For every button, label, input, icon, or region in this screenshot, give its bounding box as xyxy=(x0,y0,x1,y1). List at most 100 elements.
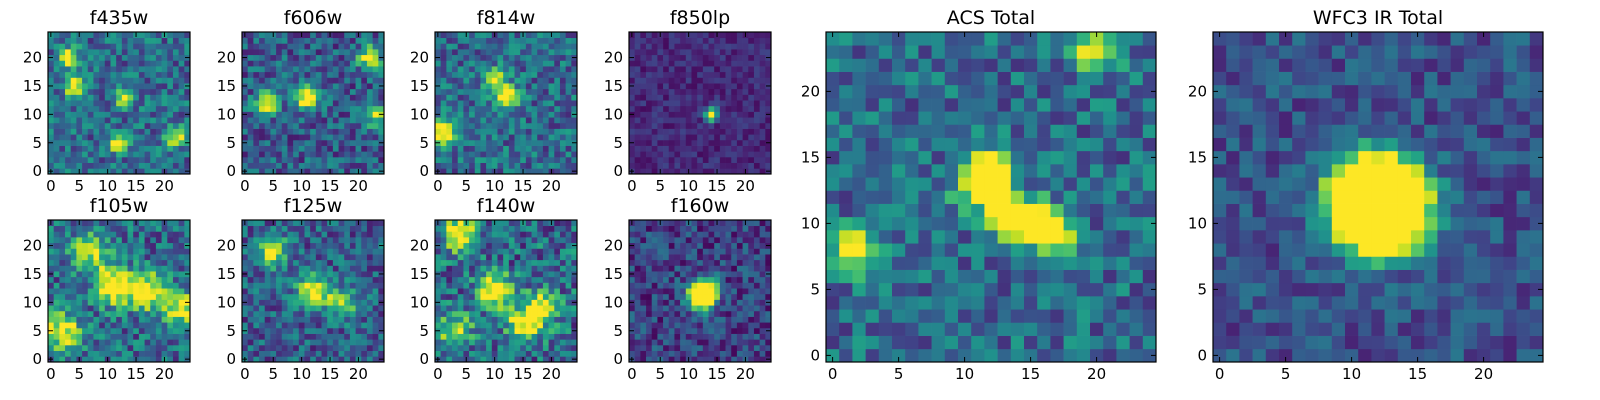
heatmap-cell xyxy=(525,282,532,289)
heatmap-cell xyxy=(725,310,732,317)
heatmap-cell xyxy=(99,71,106,78)
heatmap-cell xyxy=(765,43,772,50)
heatmap-cell xyxy=(548,293,555,300)
heatmap-cell xyxy=(116,231,123,238)
heatmap-cell xyxy=(486,37,493,44)
heatmap-cell xyxy=(685,139,692,146)
heatmap-cell xyxy=(138,77,145,84)
heatmap-cell xyxy=(281,231,288,238)
heatmap-cell xyxy=(571,231,578,238)
heatmap-cell xyxy=(503,322,510,329)
heatmap-cell xyxy=(104,310,111,317)
heatmap-cell xyxy=(48,43,55,50)
heatmap-cell xyxy=(753,54,760,61)
heatmap-cell xyxy=(281,344,288,351)
heatmap-cell xyxy=(571,276,578,283)
heatmap-cell xyxy=(155,156,162,163)
heatmap-cell xyxy=(70,322,77,329)
heatmap-cell xyxy=(663,276,670,283)
heatmap-cell xyxy=(366,293,373,300)
heatmap-cell xyxy=(315,310,322,317)
heatmap-cell xyxy=(680,288,687,295)
heatmap-cell xyxy=(310,134,317,141)
heatmap-cell xyxy=(486,145,493,152)
heatmap-cell xyxy=(486,344,493,351)
heatmap-cell xyxy=(161,231,168,238)
heatmap-cell xyxy=(554,339,561,346)
heatmap-cell xyxy=(304,299,311,306)
heatmap-cell xyxy=(361,316,368,323)
heatmap-cell xyxy=(486,310,493,317)
heatmap-cell xyxy=(452,105,459,112)
heatmap-cell xyxy=(571,60,578,67)
heatmap-cell xyxy=(327,333,334,340)
heatmap-cell xyxy=(542,344,549,351)
heatmap-cell xyxy=(742,156,749,163)
heatmap-cell xyxy=(565,271,572,278)
heatmap-cell xyxy=(167,344,174,351)
heatmap-cell xyxy=(349,168,356,175)
heatmap-cell xyxy=(446,139,453,146)
y-tick-label: 20 xyxy=(604,49,623,67)
heatmap-cell xyxy=(657,105,664,112)
heatmap-cell xyxy=(663,105,670,112)
heatmap-cell xyxy=(657,333,664,340)
heatmap-cell xyxy=(508,305,515,312)
heatmap-cell xyxy=(452,139,459,146)
heatmap-cell xyxy=(349,316,356,323)
heatmap-cell xyxy=(554,220,561,227)
heatmap-cell xyxy=(59,54,66,61)
heatmap-cell xyxy=(378,225,385,232)
heatmap-cell xyxy=(110,94,117,101)
heatmap-cell xyxy=(116,322,123,329)
heatmap-cell xyxy=(116,43,123,50)
heatmap-cell xyxy=(537,322,544,329)
heatmap-cell xyxy=(452,237,459,244)
heatmap-cell xyxy=(76,49,83,56)
heatmap-cell xyxy=(748,71,755,78)
heatmap-cell xyxy=(270,225,277,232)
heatmap-cell xyxy=(537,105,544,112)
heatmap-cell xyxy=(332,117,339,124)
heatmap-cell xyxy=(355,327,362,334)
heatmap-cell xyxy=(463,71,470,78)
heatmap-cell xyxy=(646,111,653,118)
heatmap-cell xyxy=(104,350,111,357)
heatmap-cell xyxy=(304,242,311,249)
heatmap-cell xyxy=(480,259,487,266)
heatmap-cell xyxy=(634,105,641,112)
heatmap-cell xyxy=(184,333,191,340)
heatmap-cell xyxy=(646,276,653,283)
x-tick-label: 20 xyxy=(542,177,561,195)
heatmap-cell xyxy=(48,162,55,169)
heatmap-cell xyxy=(338,32,345,39)
heatmap-cell xyxy=(559,32,566,39)
heatmap-cell xyxy=(457,168,464,175)
heatmap-cell xyxy=(82,162,89,169)
heatmap-cell xyxy=(508,83,515,90)
heatmap-cell xyxy=(99,276,106,283)
heatmap-cell xyxy=(629,100,636,107)
heatmap-cell xyxy=(332,54,339,61)
heatmap-cell xyxy=(759,350,766,357)
heatmap-cell xyxy=(93,293,100,300)
heatmap-cell xyxy=(242,94,249,101)
heatmap-cell xyxy=(554,350,561,357)
heatmap-cell xyxy=(537,49,544,56)
heatmap-cell xyxy=(702,100,709,107)
heatmap-cell xyxy=(332,322,339,329)
heatmap-cell xyxy=(184,122,191,129)
heatmap-cell xyxy=(474,220,481,227)
heatmap-cell xyxy=(82,88,89,95)
heatmap-cell xyxy=(99,43,106,50)
heatmap-cell xyxy=(491,327,498,334)
heatmap-cell xyxy=(697,350,704,357)
heatmap-cell xyxy=(264,254,271,261)
heatmap-cell xyxy=(138,134,145,141)
heatmap-cell xyxy=(93,37,100,44)
heatmap-cell xyxy=(366,83,373,90)
heatmap-cell xyxy=(138,54,145,61)
heatmap-cell xyxy=(378,339,385,346)
heatmap-cell xyxy=(702,60,709,67)
heatmap-cell xyxy=(293,43,300,50)
